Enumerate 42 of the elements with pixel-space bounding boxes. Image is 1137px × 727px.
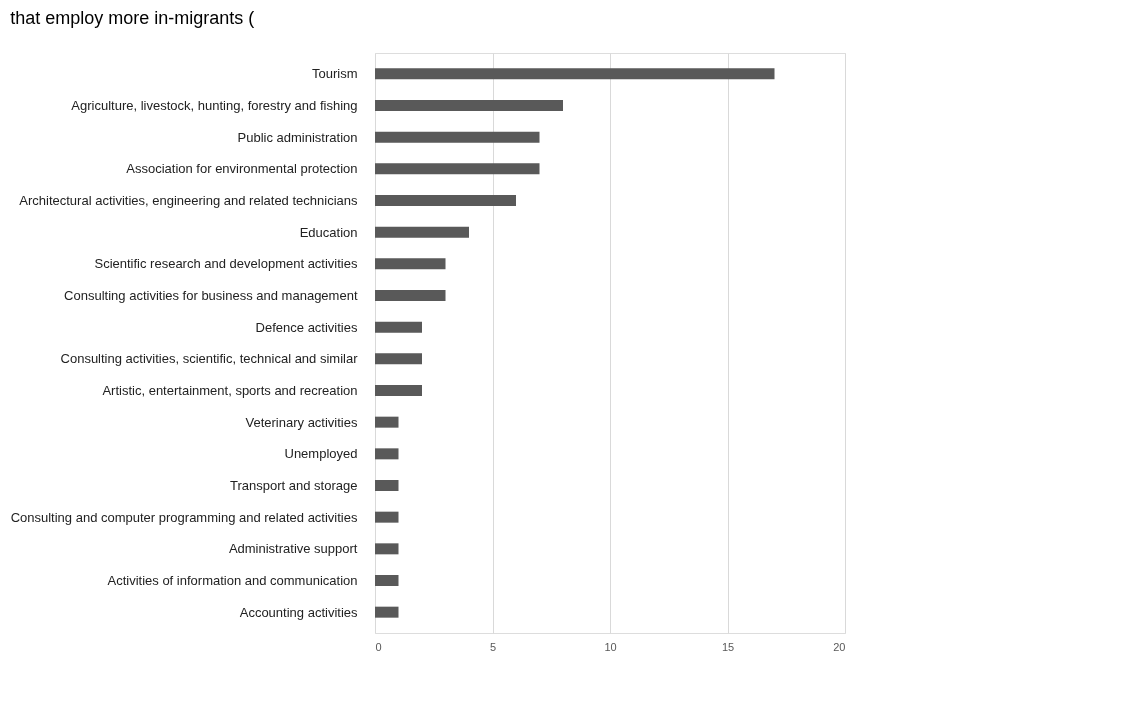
- bar: [375, 480, 399, 491]
- x-tick-label: 5: [489, 640, 497, 653]
- y-tick-label: Consulting activities, scientific, technical and similar: [60, 351, 359, 367]
- y-tick-label: Association for environmental protection: [126, 161, 358, 177]
- bar: [375, 385, 422, 396]
- bar: [375, 195, 516, 206]
- bar: [375, 543, 399, 555]
- bar: [375, 353, 422, 365]
- bar: [375, 416, 399, 428]
- x-tick-label: 10: [604, 640, 617, 653]
- bar: [375, 163, 540, 175]
- y-tick-label: Defence activities: [255, 319, 358, 335]
- y-tick-label: Public administration: [237, 129, 358, 145]
- y-tick-label: Scientific research and development activities: [94, 256, 358, 272]
- y-tick-label: Consulting and computer programming and related activities: [10, 509, 358, 525]
- y-tick-label: Transport and storage: [230, 478, 358, 493]
- y-tick-label: Activities of information and communication: [107, 573, 358, 588]
- x-tick-label: 15: [721, 640, 735, 653]
- bar: [375, 131, 540, 143]
- y-tick-label: Artistic, entertainment, sports and recreation: [102, 383, 358, 398]
- bar: [375, 68, 775, 80]
- bar: [375, 290, 446, 301]
- bar: [375, 258, 446, 270]
- y-tick-label: Unemployed: [284, 446, 358, 462]
- x-tick-label: 20: [833, 640, 846, 653]
- y-tick-label: Architectural activities, engineering and related technicians: [19, 193, 358, 208]
- bar: [375, 606, 399, 618]
- y-tick-label: Agriculture, livestock, hunting, forestry and fishing: [71, 98, 358, 113]
- y-tick-label: Accounting activities: [239, 604, 358, 620]
- y-tick-label: Consulting activities for business and management: [64, 288, 358, 303]
- bar: [375, 226, 469, 238]
- bar: [375, 100, 563, 111]
- x-tick-label: 0: [375, 640, 382, 653]
- bar: [375, 511, 399, 523]
- y-tick-label: Tourism: [311, 66, 358, 82]
- y-tick-label: Education: [299, 224, 358, 240]
- bar: [375, 321, 422, 333]
- bar: [375, 448, 399, 460]
- text: that employ more in-migrants (: [10, 8, 255, 28]
- bar: [375, 575, 399, 586]
- y-tick-label: Administrative support: [228, 541, 358, 557]
- y-tick-label: Veterinary activities: [245, 414, 358, 430]
